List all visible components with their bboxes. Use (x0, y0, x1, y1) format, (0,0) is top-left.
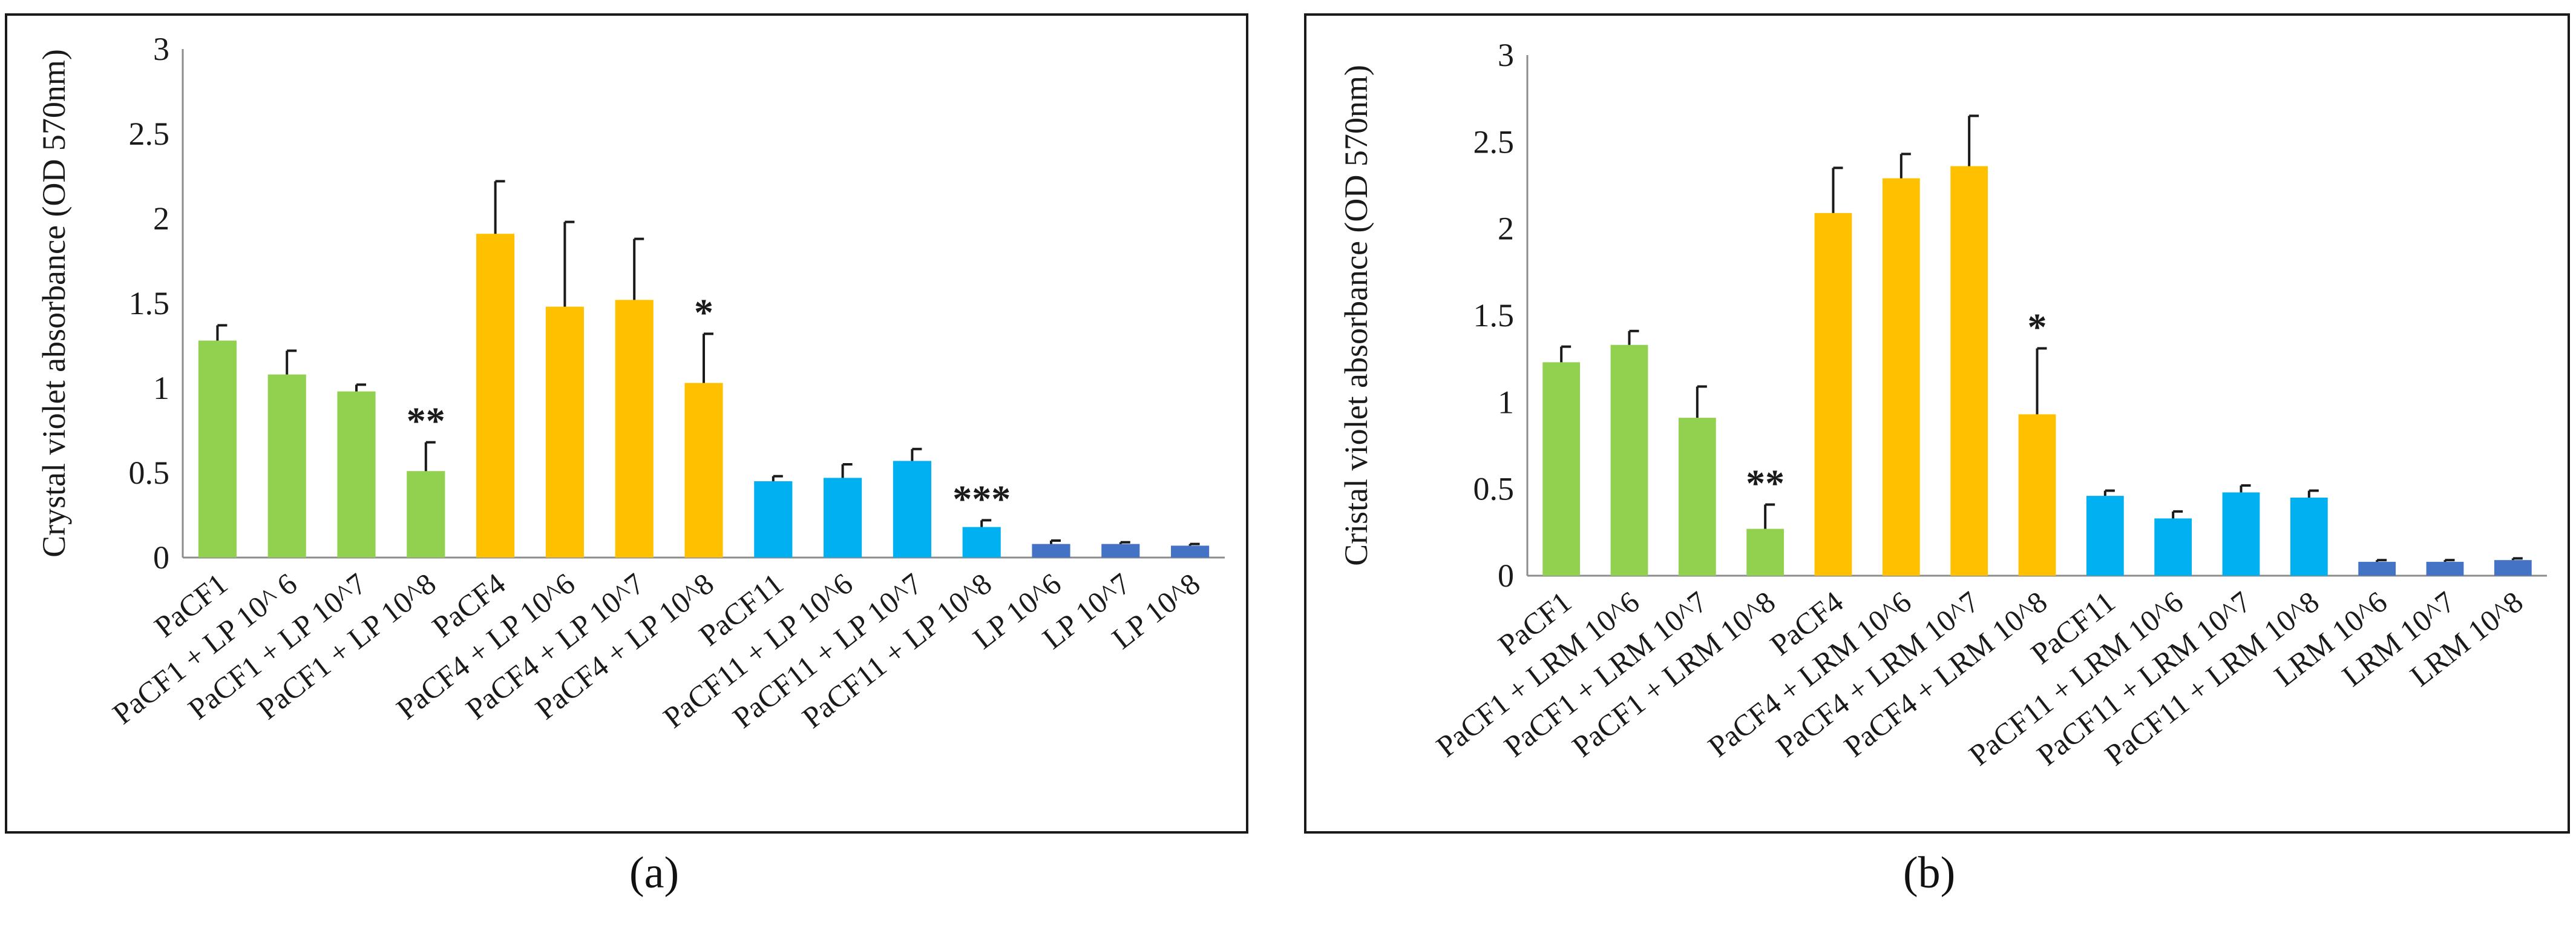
chart-b-bar (2154, 518, 2192, 576)
chart-a-y-tick-label: 0.5 (129, 455, 170, 491)
chart-b-y-tick-label: 1 (1498, 384, 1514, 420)
chart-b-y-tick-label: 0.5 (1473, 471, 1515, 507)
chart-a-bar (893, 461, 931, 558)
chart-a-bar (684, 383, 723, 558)
chart-a-significance-label: *** (952, 477, 1011, 520)
bar-chart-a: 0 0.5 1 1.5 2 2.5 3 Crystal violet absorbance (… (36, 31, 1225, 735)
chart-a-bar (1101, 544, 1140, 558)
chart-a-bar (545, 306, 584, 558)
chart-a-bar (337, 391, 376, 558)
chart-b-bar (2426, 562, 2464, 576)
chart-a-bar (962, 527, 1001, 558)
chart-a-y-tick-label: 2 (153, 200, 169, 237)
chart-a-y-tick-label: 0 (153, 539, 169, 576)
caption-a: (a) (629, 848, 680, 898)
chart-a-y-tick-label: 1.5 (129, 285, 170, 321)
chart-b-significance-label: ** (1746, 461, 1785, 504)
chart-panel-a: 0 0.5 1 1.5 2 2.5 3 Crystal violet absorbance (… (5, 13, 1248, 834)
chart-b-y-tick-label: 2 (1498, 211, 1514, 247)
chart-a-bar (476, 234, 515, 558)
chart-b-bar (2222, 492, 2260, 576)
chart-b-bar (1882, 178, 1920, 576)
chart-b-bar (1950, 166, 1988, 576)
chart-b-bar (2494, 560, 2532, 576)
chart-b-bar (2358, 562, 2396, 576)
chart-b-bar (2086, 496, 2124, 576)
chart-a-bar (615, 300, 654, 558)
chart-b-bar (1542, 362, 1581, 576)
chart-a-bar (1171, 545, 1210, 558)
chart-a-bar (407, 471, 445, 558)
bar-chart-b: 0 0.5 1 1.5 2 2.5 3 Cristal violet absorbance (… (1338, 37, 2547, 772)
chart-b-bar (1610, 344, 1648, 576)
chart-panel-b: 0 0.5 1 1.5 2 2.5 3 Cristal violet absorbance (… (1304, 13, 2570, 834)
chart-b-y-tick-label: 3 (1498, 37, 1514, 73)
chart-a-bar (198, 340, 237, 558)
chart-b-bar (2018, 414, 2056, 576)
chart-a-y-axis-title: Crystal violet absorbance (OD 570nm) (36, 49, 72, 558)
chart-a-significance-label: ** (407, 400, 445, 443)
chart-a-y-tick-label: 2.5 (129, 116, 170, 152)
chart-b-significance-label: * (2028, 305, 2047, 348)
caption-b: (b) (1903, 848, 1956, 898)
chart-a-y-tick-label: 1 (153, 370, 169, 406)
chart-b-bar (1814, 212, 1852, 576)
chart-a-bar (754, 481, 793, 558)
chart-b-y-tick-label: 1.5 (1473, 297, 1515, 334)
chart-b-y-tick-label: 0 (1498, 558, 1514, 594)
chart-b-y-tick-label: 2.5 (1473, 123, 1515, 160)
chart-a-bar (267, 374, 306, 558)
chart-a-y-tick-label: 3 (153, 31, 169, 67)
chart-a-significance-label: * (694, 291, 713, 334)
chart-b-bar (2290, 498, 2328, 576)
chart-b-bar (1746, 528, 1785, 576)
chart-b-y-axis-title: Cristal violet absorbance (OD 570nm) (1338, 65, 1374, 566)
chart-b-bar (1678, 418, 1716, 576)
chart-a-bar (1032, 544, 1070, 558)
chart-a-bar (824, 478, 862, 558)
